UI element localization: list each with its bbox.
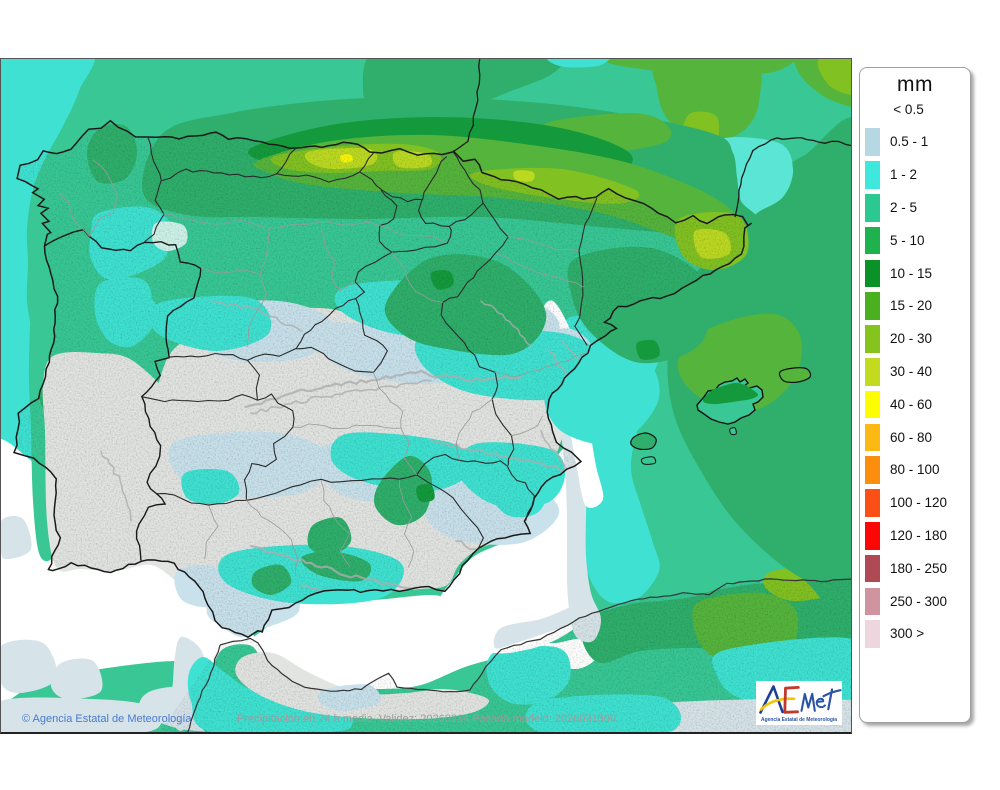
- svg-text:Agencia Estatal de Meteorologí: Agencia Estatal de Meteorología: [761, 717, 838, 723]
